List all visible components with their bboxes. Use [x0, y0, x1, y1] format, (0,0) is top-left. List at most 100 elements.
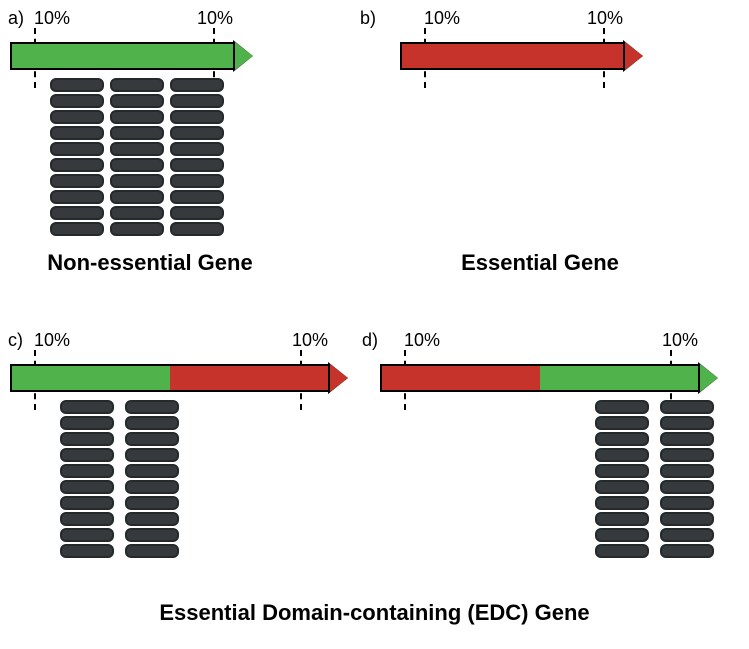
gene-arrow-segment [10, 364, 170, 392]
insertion-column [60, 400, 114, 558]
insertion-pill [60, 496, 114, 510]
insertion-pill [50, 94, 104, 108]
insertion-pill [125, 512, 179, 526]
insertion-pill [60, 400, 114, 414]
insertion-pill [125, 416, 179, 430]
gene-arrow-head [235, 42, 253, 70]
insertion-pill [60, 432, 114, 446]
insertion-pill [110, 222, 164, 236]
gene-arrow-head [330, 364, 348, 392]
insertion-pill [595, 496, 649, 510]
panel-label-a: a) [8, 8, 24, 29]
insertion-pill [660, 448, 714, 462]
insertion-pill [60, 448, 114, 462]
insertion-pill [595, 416, 649, 430]
caption-non-essential: Non-essential Gene [20, 250, 280, 276]
pct-right-a: 10% [197, 8, 233, 29]
gene-arrow-head [700, 364, 718, 392]
insertion-pill [660, 496, 714, 510]
insertion-column [50, 78, 104, 236]
insertion-pill [110, 110, 164, 124]
insertion-pill [60, 528, 114, 542]
insertion-pill [60, 464, 114, 478]
insertion-pill [60, 544, 114, 558]
insertion-pill [170, 206, 224, 220]
pct-left-b: 10% [424, 8, 460, 29]
gene-arrow-segment [540, 364, 700, 392]
caption-essential: Essential Gene [430, 250, 650, 276]
insertion-pill [50, 78, 104, 92]
insertion-pill [595, 448, 649, 462]
insertion-pill [125, 480, 179, 494]
gene-arrow-segment [10, 42, 235, 70]
insertion-pill [660, 464, 714, 478]
insertion-pill [660, 480, 714, 494]
insertion-column [595, 400, 649, 558]
insertion-pill [110, 174, 164, 188]
gene-arrow-segment [400, 42, 625, 70]
gene-arrow-segment [380, 364, 540, 392]
insertion-pill [110, 78, 164, 92]
insertion-pill [595, 512, 649, 526]
insertion-column [110, 78, 164, 236]
insertion-pill [50, 158, 104, 172]
insertion-pill [660, 512, 714, 526]
insertion-pill [170, 110, 224, 124]
insertion-pill [125, 432, 179, 446]
insertion-pill [170, 142, 224, 156]
pct-left-d: 10% [404, 330, 440, 351]
insertion-pill [595, 528, 649, 542]
insertion-pill [170, 174, 224, 188]
insertion-pill [660, 544, 714, 558]
insertion-pill [595, 464, 649, 478]
pct-right-d: 10% [662, 330, 698, 351]
insertion-pill [660, 416, 714, 430]
insertion-pill [60, 480, 114, 494]
pct-left-a: 10% [34, 8, 70, 29]
insertion-pill [170, 94, 224, 108]
insertion-pill [50, 174, 104, 188]
panel-label-b: b) [360, 8, 376, 29]
insertion-pill [125, 400, 179, 414]
panel-label-d: d) [362, 330, 378, 351]
insertion-column [125, 400, 179, 558]
insertion-pill [60, 416, 114, 430]
insertion-pill [170, 78, 224, 92]
insertion-pill [50, 126, 104, 140]
insertion-pill [125, 448, 179, 462]
insertion-pill [50, 190, 104, 204]
insertion-pill [660, 400, 714, 414]
insertion-pill [170, 126, 224, 140]
insertion-pill [125, 464, 179, 478]
pct-right-b: 10% [587, 8, 623, 29]
insertion-pill [595, 544, 649, 558]
insertion-pill [110, 206, 164, 220]
gene-arrow-segment [170, 364, 330, 392]
insertion-pill [660, 528, 714, 542]
insertion-pill [595, 480, 649, 494]
pct-right-c: 10% [292, 330, 328, 351]
insertion-pill [50, 110, 104, 124]
insertion-pill [110, 190, 164, 204]
insertion-pill [170, 158, 224, 172]
insertion-pill [110, 158, 164, 172]
insertion-pill [50, 142, 104, 156]
insertion-column [170, 78, 224, 236]
insertion-pill [170, 190, 224, 204]
insertion-pill [125, 528, 179, 542]
insertion-pill [110, 94, 164, 108]
insertion-pill [50, 206, 104, 220]
insertion-pill [170, 222, 224, 236]
insertion-pill [595, 432, 649, 446]
insertion-column [660, 400, 714, 558]
caption-edc: Essential Domain-containing (EDC) Gene [0, 600, 749, 626]
insertion-pill [60, 512, 114, 526]
insertion-pill [660, 432, 714, 446]
insertion-pill [110, 126, 164, 140]
insertion-pill [595, 400, 649, 414]
pct-left-c: 10% [34, 330, 70, 351]
insertion-pill [125, 496, 179, 510]
insertion-pill [50, 222, 104, 236]
insertion-pill [110, 142, 164, 156]
gene-arrow-head [625, 42, 643, 70]
